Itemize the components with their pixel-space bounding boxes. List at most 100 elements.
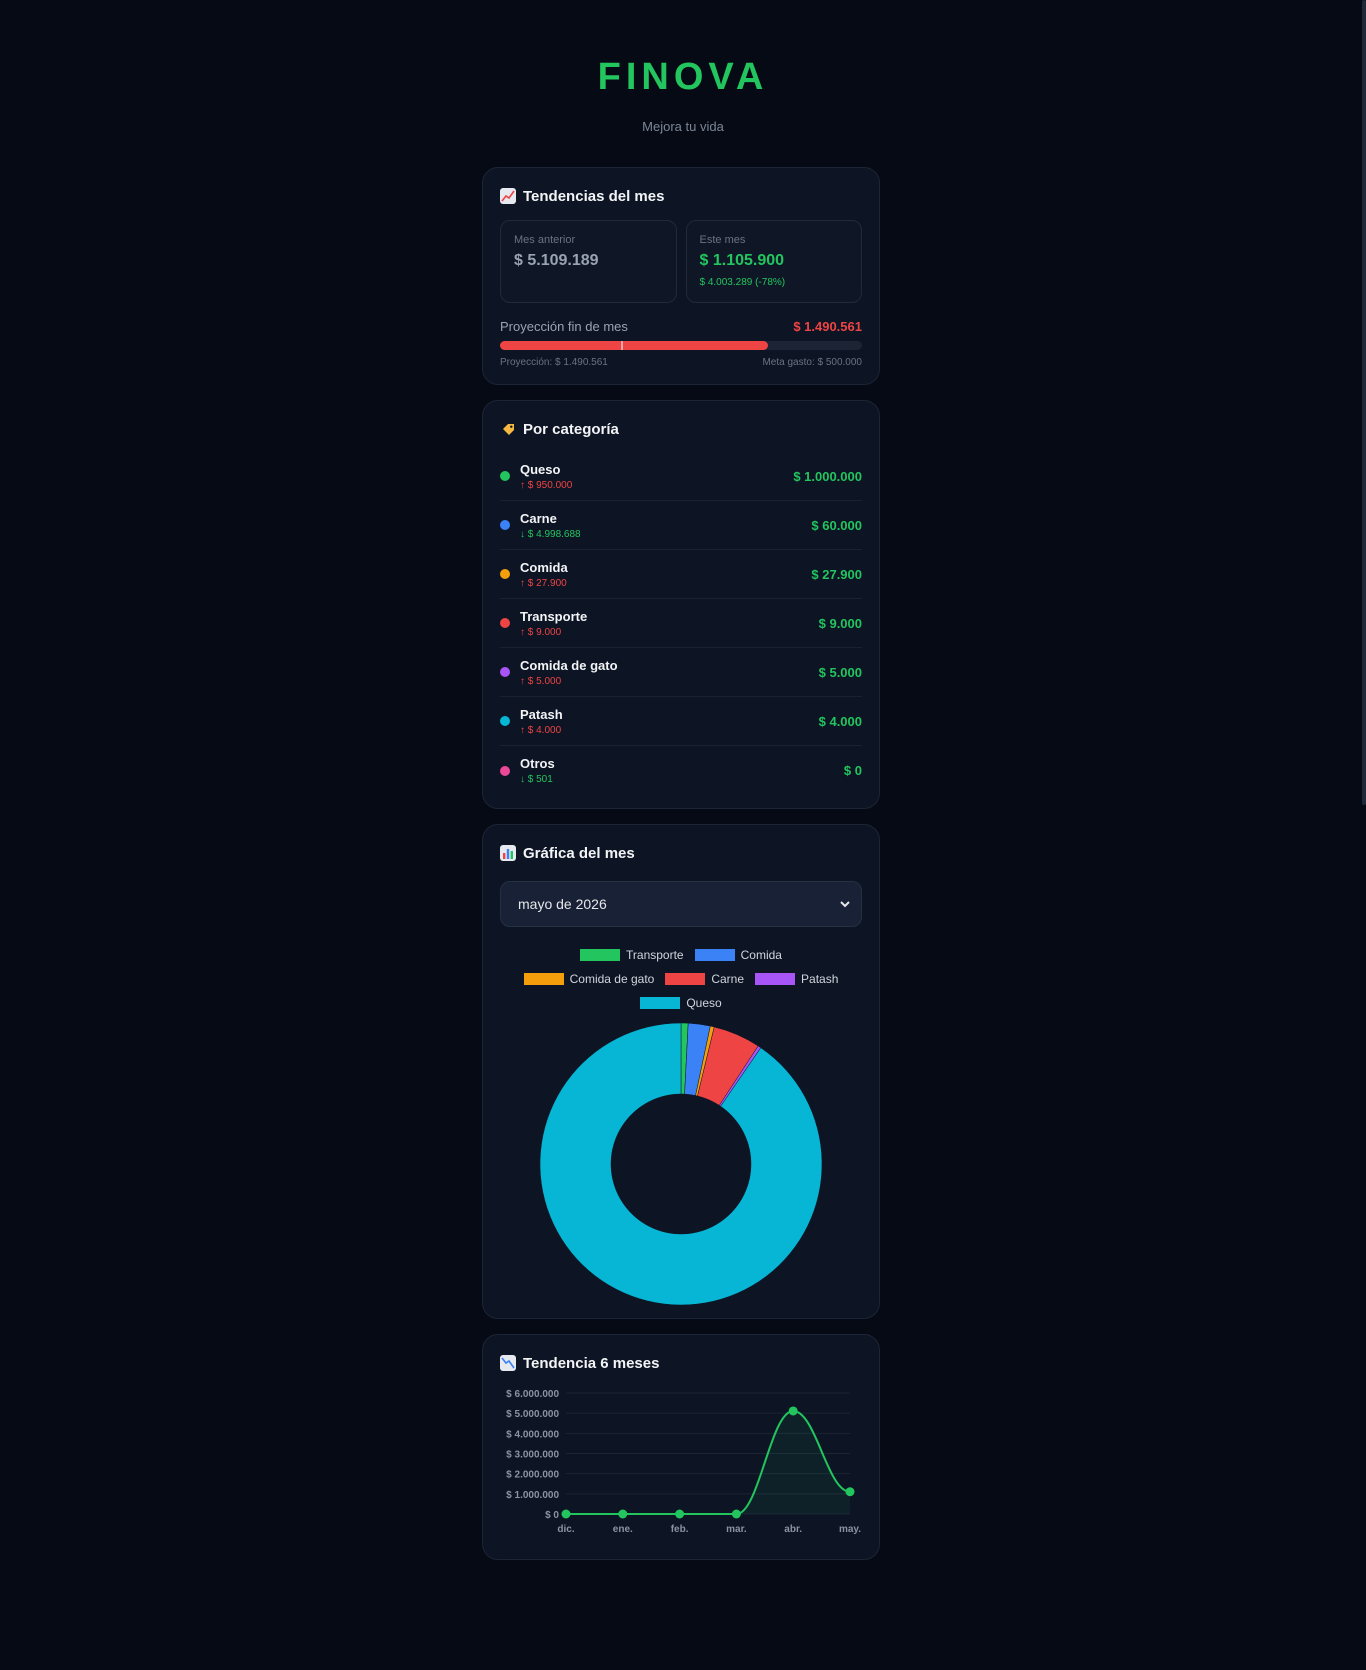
projection-label: Proyección fin de mes <box>500 319 628 334</box>
category-item[interactable]: Queso ↑ $ 950.000 $ 1.000.000 <box>500 452 862 501</box>
current-month-box: Este mes $ 1.105.900 $ 4.003.289 (-78%) <box>685 220 862 303</box>
goal-marker <box>621 341 624 350</box>
category-color-dot <box>500 471 510 481</box>
legend-label: Comida de gato <box>569 971 655 986</box>
categories-card-title: Por categoría <box>500 419 862 439</box>
category-color-dot <box>500 618 510 628</box>
y-tick-label: $ 6.000.000 <box>506 1389 559 1400</box>
categories-card: Por categoría Queso ↑ $ 950.000 $ 1.000.… <box>482 400 880 809</box>
legend-swatch <box>665 972 706 985</box>
categories-title-text: Por categoría <box>523 420 619 438</box>
x-tick-label: dic. <box>557 1524 574 1535</box>
category-color-dot <box>500 667 510 677</box>
chart-decreasing-icon <box>500 1355 516 1371</box>
category-delta: ↑ $ 5.000 <box>520 675 562 687</box>
projection-value: $ 1.490.561 <box>793 319 862 334</box>
category-amount: $ 4.000 <box>818 713 862 729</box>
projection-caption: Proyección: $ 1.490.561 <box>500 357 608 368</box>
projection-row: Proyección fin de mes $ 1.490.561 <box>500 319 862 334</box>
legend-item[interactable]: Comida de gato <box>523 971 655 986</box>
legend-label: Transporte <box>626 947 684 962</box>
category-delta: ↓ $ 501 <box>520 774 553 785</box>
x-tick-label: may. <box>839 1524 861 1535</box>
y-tick-label: $ 4.000.000 <box>506 1429 559 1440</box>
category-name: Transporte <box>520 608 588 624</box>
donut-legend: Transporte Comida Comida de gato Carne P… <box>500 947 862 1010</box>
category-item[interactable]: Transporte ↑ $ 9.000 $ 9.000 <box>500 599 862 648</box>
x-tick-label: feb. <box>671 1524 689 1535</box>
category-item[interactable]: Otros ↓ $ 501 $ 0 <box>500 746 862 795</box>
legend-item[interactable]: Transporte <box>580 947 684 962</box>
previous-month-label: Mes anterior <box>514 234 576 246</box>
previous-month-value: $ 5.109.189 <box>514 252 599 269</box>
x-tick-label: abr. <box>784 1524 802 1535</box>
chart-increasing-icon <box>500 188 516 204</box>
donut-chart <box>539 1022 823 1306</box>
trends-title-text: Tendencias del mes <box>523 187 665 205</box>
chevron-down-icon <box>840 901 850 908</box>
six-month-card-title: Tendencia 6 meses <box>500 1353 862 1373</box>
month-chart-card: Gráfica del mes mayo de 2026 Transporte … <box>482 824 880 1319</box>
category-amount: $ 0 <box>843 763 862 778</box>
category-amount: $ 60.000 <box>811 517 862 533</box>
category-amount: $ 9.000 <box>818 615 862 631</box>
tagline: Mejora tu vida <box>642 119 724 134</box>
category-name: Otros <box>520 756 555 771</box>
y-tick-label: $ 3.000.000 <box>506 1450 559 1461</box>
category-delta: ↑ $ 4.000 <box>520 724 562 736</box>
current-month-value: $ 1.105.900 <box>699 252 785 269</box>
legend-item[interactable]: Patash <box>755 971 838 986</box>
line-point <box>675 1509 685 1519</box>
line-point <box>561 1509 571 1519</box>
projection-progress-bar <box>500 341 862 350</box>
line-point <box>845 1487 855 1497</box>
category-delta: ↑ $ 9.000 <box>520 626 562 638</box>
current-month-label: Este mes <box>699 234 746 246</box>
category-name: Carne <box>520 510 557 526</box>
category-item[interactable]: Comida de gato ↑ $ 5.000 $ 5.000 <box>500 648 862 697</box>
legend-swatch <box>755 972 796 985</box>
six-month-card: Tendencia 6 meses $ 0 $ 1.000.000 $ 2.000.… <box>482 1334 880 1560</box>
category-list: Queso ↑ $ 950.000 $ 1.000.000 Carne ↓ $ … <box>500 452 862 795</box>
category-item[interactable]: Comida ↑ $ 27.900 $ 27.900 <box>500 550 862 599</box>
trends-card: Tendencias del mes Mes anterior $ 5.109.… <box>482 167 880 385</box>
six-month-title-text: Tendencia 6 meses <box>523 1354 660 1372</box>
brand-logo: FINOVA <box>597 56 769 98</box>
y-tick-label: $ 2.000.000 <box>506 1470 559 1481</box>
y-tick-label: $ 5.000.000 <box>506 1409 559 1420</box>
legend-label: Patash <box>801 971 839 986</box>
trends-card-title: Tendencias del mes <box>500 186 862 206</box>
legend-label: Carne <box>711 971 745 986</box>
category-name: Comida <box>520 559 568 575</box>
header: FINOVA Mejora tu vida <box>0 0 1366 134</box>
legend-item[interactable]: Carne <box>665 971 744 986</box>
category-amount: $ 27.900 <box>811 566 862 582</box>
legend-swatch <box>640 996 681 1009</box>
legend-label: Comida <box>740 947 782 962</box>
bar-chart-icon <box>500 845 516 861</box>
category-item[interactable]: Patash ↑ $ 4.000 $ 4.000 <box>500 697 862 746</box>
legend-item[interactable]: Queso <box>640 995 722 1010</box>
category-color-dot <box>500 765 510 776</box>
legend-swatch <box>694 948 735 961</box>
category-item[interactable]: Carne ↓ $ 4.998.688 $ 60.000 <box>500 501 862 550</box>
y-tick-label: $ 1.000.000 <box>506 1490 559 1501</box>
scrollbar-thumb[interactable] <box>1362 0 1366 805</box>
month-chart-title-text: Gráfica del mes <box>523 844 635 862</box>
legend-item[interactable]: Comida <box>694 947 782 962</box>
category-delta: ↑ $ 950.000 <box>520 479 573 491</box>
category-color-dot <box>500 569 510 579</box>
category-color-dot <box>500 520 510 530</box>
label-tag-icon <box>500 421 516 437</box>
month-select[interactable]: mayo de 2026 <box>500 881 862 927</box>
y-tick-label: $ 0 <box>545 1510 559 1521</box>
x-tick-label: ene. <box>613 1524 633 1535</box>
category-name: Comida de gato <box>520 657 618 673</box>
category-delta: ↑ $ 27.900 <box>520 577 567 589</box>
category-delta: ↓ $ 4.998.688 <box>520 528 581 540</box>
legend-swatch <box>523 972 564 985</box>
line-point <box>731 1509 741 1519</box>
projection-progress-fill <box>500 341 768 350</box>
month-chart-card-title: Gráfica del mes <box>500 843 862 863</box>
